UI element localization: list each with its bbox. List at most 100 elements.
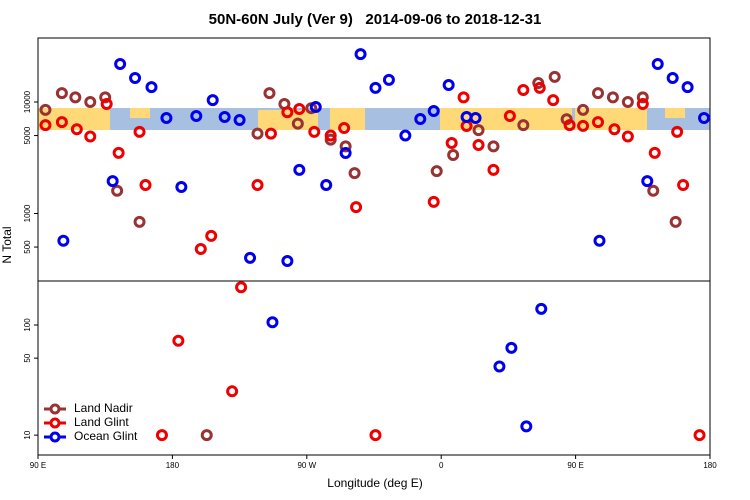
y-axis-label: N Total	[0, 226, 14, 263]
data-point	[251, 127, 264, 140]
data-point	[621, 130, 634, 143]
data-point	[112, 146, 125, 159]
data-point	[517, 84, 530, 97]
data-point	[469, 111, 482, 124]
x-tick-label: 180	[166, 461, 180, 470]
data-point	[636, 97, 649, 110]
data-point	[84, 130, 97, 143]
data-point	[669, 215, 682, 228]
data-point	[577, 119, 590, 132]
data-point	[677, 179, 690, 192]
data-point	[503, 109, 516, 122]
data-point	[414, 112, 427, 125]
data-point	[291, 117, 304, 130]
data-point	[190, 109, 203, 122]
data-point	[493, 360, 506, 373]
data-point	[636, 91, 649, 104]
data-point	[244, 251, 257, 264]
data-point	[39, 103, 52, 116]
data-point	[233, 113, 246, 126]
data-point	[293, 163, 306, 176]
y-tick-label: 500	[23, 240, 32, 254]
data-point	[445, 136, 458, 149]
data-point	[548, 70, 561, 83]
data-point	[608, 123, 621, 136]
data-point	[324, 133, 337, 146]
data-point	[399, 129, 412, 142]
data-point	[155, 429, 168, 442]
data-point	[350, 201, 363, 214]
x-tick-label: 90 E	[30, 461, 46, 470]
legend-label: Land Glint	[74, 415, 129, 429]
x-tick-label: 90 W	[297, 461, 316, 470]
data-point	[339, 146, 352, 159]
data-point	[57, 234, 70, 247]
data-point	[442, 79, 455, 92]
data-point	[641, 175, 654, 188]
y-tick-label: 10000	[23, 90, 32, 113]
data-point	[648, 146, 661, 159]
data-point	[69, 91, 82, 104]
data-point	[487, 140, 500, 153]
data-point	[671, 125, 684, 138]
data-point	[145, 81, 158, 94]
data-point	[175, 180, 188, 193]
y-tick-label: 5000	[23, 126, 32, 144]
data-point	[106, 175, 119, 188]
data-point	[647, 184, 660, 197]
data-point	[309, 100, 322, 113]
legend-label: Land Nadir	[74, 401, 133, 415]
data-point	[200, 429, 213, 442]
data-point	[520, 420, 533, 433]
data-point	[205, 229, 218, 242]
data-point	[39, 119, 52, 132]
data-point	[293, 103, 306, 116]
data-point	[251, 179, 264, 192]
data-point	[111, 184, 124, 197]
data-point	[693, 429, 706, 442]
data-point	[651, 58, 664, 71]
x-tick-label: 90 E	[567, 461, 583, 470]
legend-marker	[49, 431, 61, 443]
data-point	[430, 165, 443, 178]
data-point	[382, 73, 395, 86]
legend-label: Ocean Glint	[74, 429, 138, 443]
data-point	[369, 429, 382, 442]
data-point	[194, 243, 207, 256]
data-point	[172, 334, 185, 347]
data-point	[533, 81, 546, 94]
data-point	[592, 116, 604, 129]
y-tick-label: 100	[23, 318, 32, 332]
x-tick-label: 0	[439, 461, 444, 470]
data-point	[563, 119, 576, 132]
data-point	[114, 58, 127, 71]
data-point	[621, 95, 634, 108]
x-tick-label: 180	[703, 461, 717, 470]
y-tick-label: 1000	[23, 204, 32, 222]
data-point	[606, 91, 619, 104]
data-point	[427, 195, 440, 208]
data-point	[348, 167, 361, 180]
data-point	[263, 87, 276, 100]
data-point	[308, 125, 321, 138]
data-point	[55, 87, 68, 100]
data-point	[472, 139, 485, 152]
data-point	[369, 81, 382, 94]
data-point	[266, 316, 279, 329]
data-point	[281, 254, 294, 267]
data-point	[99, 91, 112, 104]
data-point	[666, 72, 679, 85]
data-point	[218, 110, 231, 123]
data-point	[206, 94, 219, 107]
data-point	[354, 48, 367, 61]
data-point	[681, 81, 694, 94]
data-point	[129, 72, 142, 85]
data-point	[139, 179, 152, 192]
data-point	[535, 302, 548, 315]
data-point	[320, 179, 333, 192]
data-point	[339, 140, 352, 153]
data-point	[160, 111, 173, 124]
data-point	[517, 119, 530, 132]
x-axis-label: Longitude (deg E)	[327, 476, 422, 490]
legend-marker	[49, 417, 61, 429]
